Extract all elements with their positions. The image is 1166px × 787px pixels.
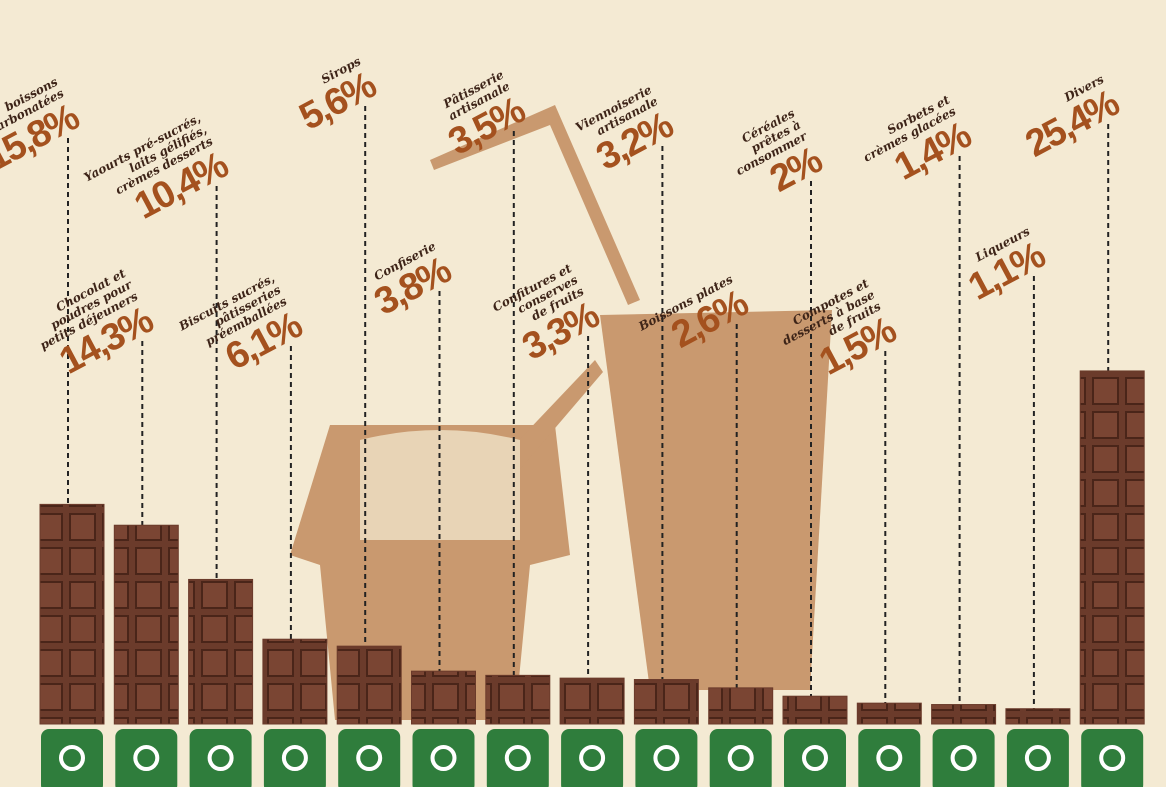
infographic: boissons carbonatées15,8%Chocolat et pou… [0,0,1166,787]
category-icon-tile [487,729,549,787]
chocolate-bar [114,525,178,724]
category-icon-tile [413,729,475,787]
category-icon-tile [784,729,846,787]
chocolate-bar [40,504,104,724]
category-icon-tile [1007,729,1069,787]
category-icon-tile [710,729,772,787]
category-icon-tile [115,729,177,787]
chocolate-bar [857,703,921,724]
category-icon-tile [561,729,623,787]
chocolate-bar [189,579,253,724]
chocolate-bar [560,678,624,724]
category-icon-tile [1081,729,1143,787]
category-icon-tile [338,729,400,787]
chocolate-bar [412,671,476,724]
category-icon-tile [933,729,995,787]
chocolate-bar [709,688,773,724]
chocolate-bar [932,705,996,724]
chocolate-bar [337,646,401,724]
category-icon-tile [635,729,697,787]
chocolate-bar [486,675,550,724]
chocolate-bar [783,696,847,724]
chocolate-bar [1080,371,1144,724]
category-icon-tile [190,729,252,787]
chocolate-bar [634,680,698,724]
chocolate-bar [263,639,327,724]
chocolate-bar [1006,709,1070,724]
category-icon-tile [41,729,103,787]
category-icon-tile [264,729,326,787]
category-icon-tile [858,729,920,787]
